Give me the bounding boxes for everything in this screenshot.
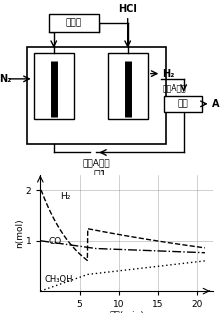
Text: HCl: HCl <box>118 4 137 14</box>
Bar <box>34 53 74 119</box>
X-axis label: 时间(min): 时间(min) <box>109 310 144 313</box>
Bar <box>49 14 99 32</box>
Text: N₂: N₂ <box>0 74 11 84</box>
Text: 浓的A溶液: 浓的A溶液 <box>82 158 110 167</box>
Text: 分离: 分离 <box>177 99 188 108</box>
Y-axis label: n(mol): n(mol) <box>15 218 24 248</box>
Text: CO: CO <box>48 237 61 246</box>
Text: 图1: 图1 <box>94 168 108 178</box>
Text: H₂: H₂ <box>60 192 70 202</box>
Bar <box>108 53 148 119</box>
Text: H₂: H₂ <box>162 69 175 79</box>
Text: CH₃OH: CH₃OH <box>44 275 73 284</box>
Bar <box>164 95 202 112</box>
Text: A: A <box>212 99 219 109</box>
Text: 用电器: 用电器 <box>66 18 82 27</box>
Bar <box>27 47 166 144</box>
Text: 稀的A溶液: 稀的A溶液 <box>162 83 186 92</box>
